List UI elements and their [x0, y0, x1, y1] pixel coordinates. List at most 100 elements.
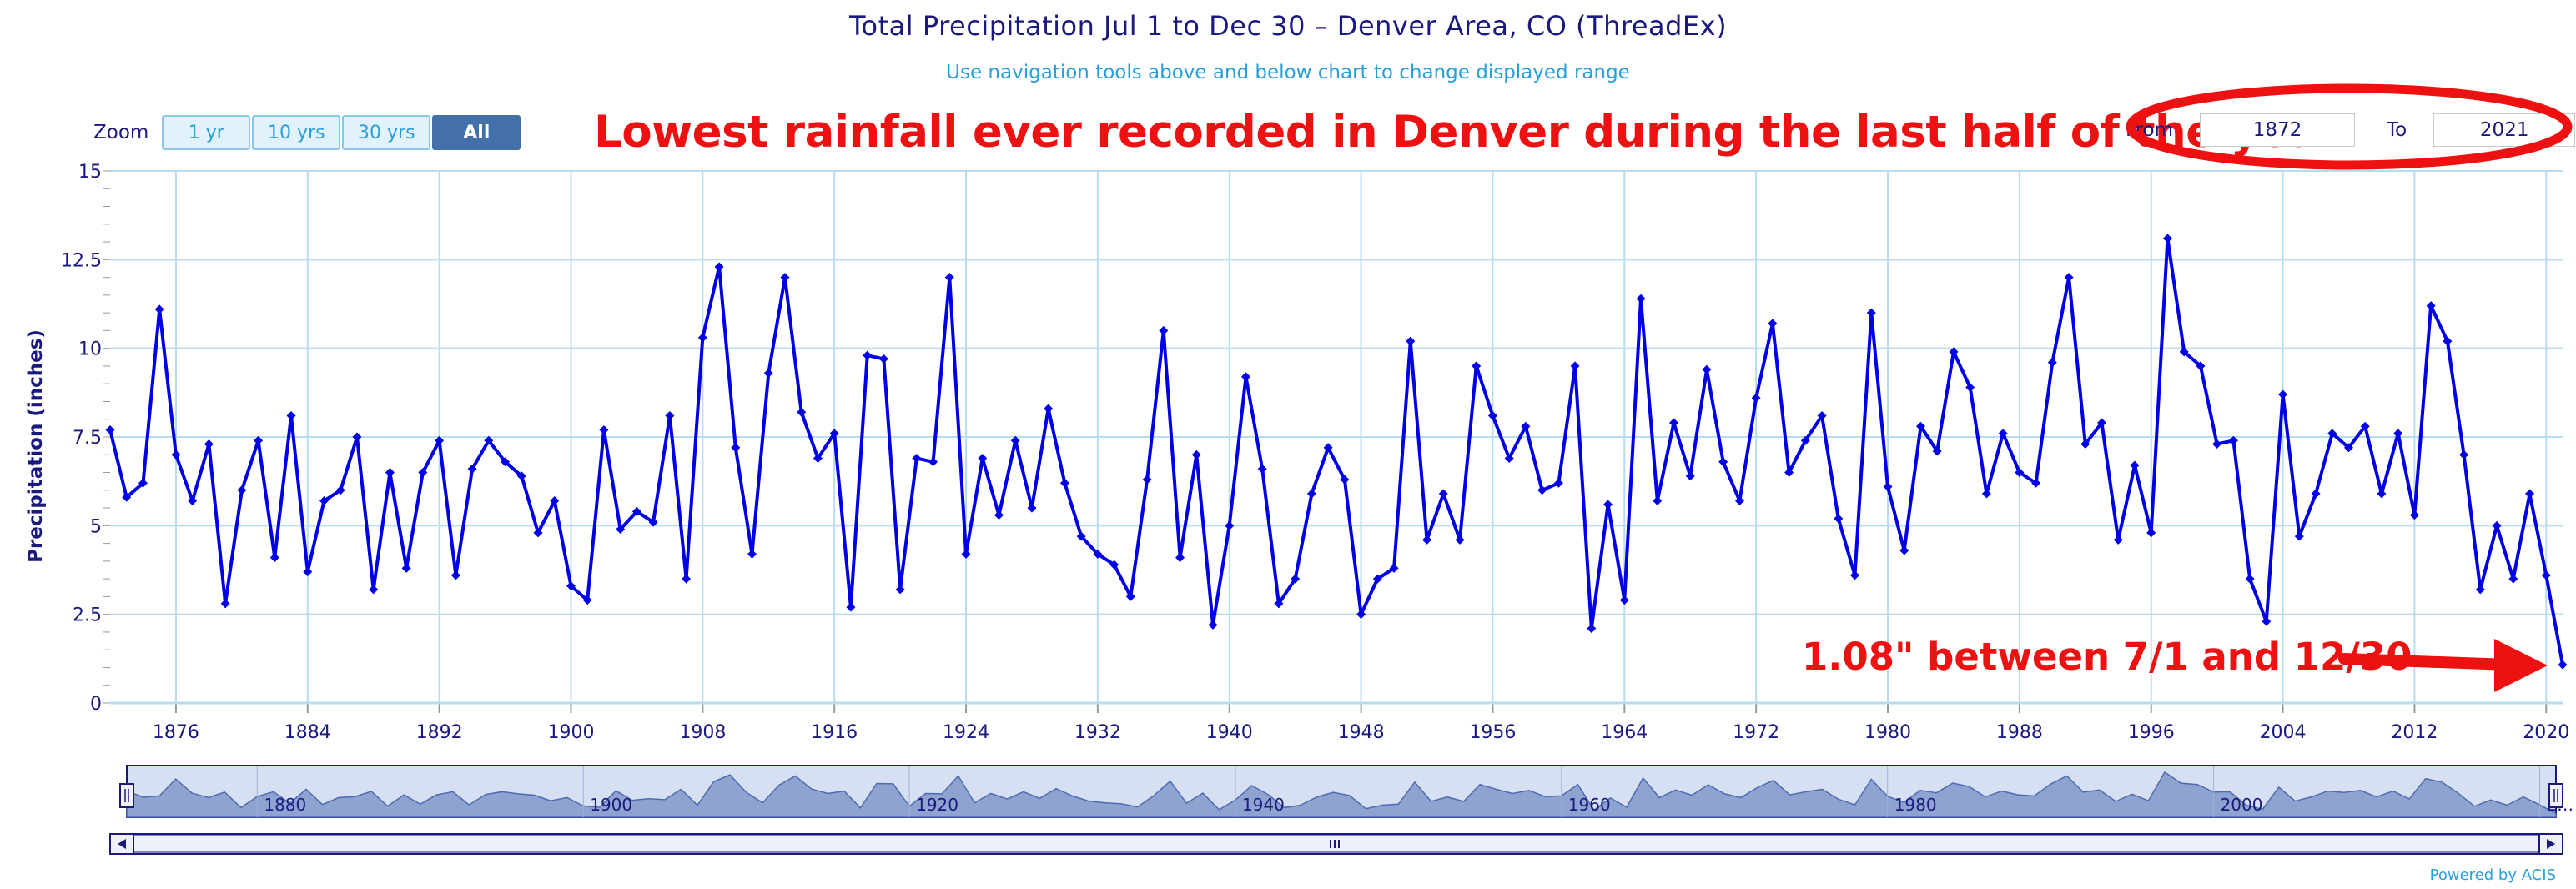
data-point: [2311, 489, 2321, 499]
data-point: [2294, 531, 2304, 541]
data-point: [303, 567, 313, 577]
data-point: [1142, 475, 1152, 485]
x-tick-label: 1964: [1601, 722, 1648, 743]
data-point: [286, 410, 296, 420]
y-axis: 0 2.5 5 7.5 10 12.5 15: [61, 162, 110, 715]
y-axis-title: Precipitation (inches): [25, 329, 47, 563]
data-point: [1587, 624, 1597, 634]
scrollbar-thumb[interactable]: [133, 835, 2542, 853]
zoom-30yrs-button[interactable]: 30 yrs: [342, 115, 431, 150]
data-point: [566, 581, 576, 591]
data-point: [1125, 591, 1135, 601]
data-point: [1422, 535, 1432, 545]
data-point: [2130, 460, 2140, 470]
data-point: [1027, 503, 1037, 513]
data-point: [697, 333, 707, 343]
navigator-tick-label: 1980: [1894, 795, 1937, 815]
data-point: [1291, 574, 1301, 584]
data-point: [220, 599, 230, 609]
data-point: [1784, 468, 1794, 478]
data-point: [1406, 336, 1416, 346]
data-point: [1553, 478, 1563, 488]
x-tick-label: 1956: [1469, 722, 1516, 743]
data-point: [2113, 535, 2123, 545]
x-tick-label: 2012: [2391, 722, 2438, 743]
navigator-area: [126, 771, 2557, 818]
data-point: [1636, 294, 1646, 304]
chevron-right-icon: [2547, 839, 2555, 849]
series-line: [108, 236, 2564, 665]
data-point: [1800, 435, 1810, 445]
data-point: [550, 496, 560, 506]
zoom-controls: Zoom 1 yr 10 yrs 30 yrs All: [93, 115, 522, 150]
data-point: [2343, 443, 2353, 453]
data-point: [1702, 364, 1712, 374]
data-point: [1093, 549, 1103, 559]
y-tick-label: 2.5: [73, 605, 102, 626]
data-point: [2080, 439, 2090, 450]
data-point: [763, 368, 773, 378]
data-point: [1998, 429, 2008, 439]
x-tick-label: 2020: [2523, 722, 2569, 743]
data-point: [1274, 599, 1284, 609]
x-axis: 1876 1884 1892 1900 1908 1916 1924 1932 1940 1948…: [110, 701, 2569, 743]
data-point: [1356, 610, 1366, 620]
data-point: [254, 435, 264, 445]
data-point: [154, 304, 164, 314]
data-point: [1932, 446, 1942, 456]
data-point: [2426, 301, 2436, 311]
data-point: [1504, 454, 1514, 464]
data-point: [1834, 514, 1844, 524]
data-point: [961, 549, 971, 559]
x-tick-label: 1908: [679, 722, 726, 743]
data-point: [2015, 468, 2025, 478]
data-point: [1734, 496, 1744, 506]
data-point: [747, 549, 757, 559]
data-point: [1768, 319, 1778, 329]
data-point: [2162, 234, 2172, 244]
data-point: [1389, 563, 1399, 573]
x-tick-label: 1924: [943, 722, 989, 743]
data-point: [2245, 574, 2255, 584]
data-point: [1472, 361, 1482, 371]
data-point: [1537, 485, 1547, 495]
zoom-10yrs-button[interactable]: 10 yrs: [252, 115, 341, 150]
navigator-right-handle[interactable]: [2548, 783, 2563, 808]
data-point: [533, 528, 543, 538]
data-point: [1965, 382, 1975, 392]
data-point: [401, 563, 411, 573]
x-tick-label: 1980: [1864, 722, 1911, 743]
data-point: [1487, 410, 1497, 420]
data-point: [369, 585, 379, 595]
data-point: [2064, 273, 2074, 283]
data-point: [665, 410, 675, 420]
y-tick-label: 0: [90, 694, 102, 715]
data-point: [188, 496, 198, 506]
data-point: [731, 443, 741, 453]
annotation-top: Lowest rainfall ever recorded in Denver …: [594, 107, 2350, 158]
data-point: [1883, 482, 1893, 492]
x-tick-label: 1900: [547, 722, 594, 743]
grid: [110, 170, 2563, 704]
powered-by-link[interactable]: Powered by ACIS: [2429, 866, 2556, 884]
data-point: [1257, 464, 1267, 474]
x-tick-label: 1996: [2128, 722, 2175, 743]
data-point: [682, 574, 692, 584]
data-point: [944, 273, 954, 283]
data-point: [1619, 595, 1629, 605]
data-point: [1455, 535, 1465, 545]
data-point: [467, 464, 477, 474]
data-point: [1076, 531, 1086, 541]
data-point: [501, 457, 511, 467]
y-tick-label: 15: [78, 162, 102, 183]
data-point: [450, 570, 460, 580]
data-point: [1653, 496, 1663, 506]
zoom-1yr-button[interactable]: 1 yr: [162, 115, 251, 150]
data-point: [1208, 620, 1218, 630]
navigator-left-handle[interactable]: [119, 783, 134, 808]
data-point: [797, 407, 807, 417]
data-point: [2179, 347, 2189, 357]
from-input[interactable]: [2199, 113, 2355, 147]
data-point: [138, 478, 148, 488]
zoom-all-button[interactable]: All: [432, 115, 521, 150]
